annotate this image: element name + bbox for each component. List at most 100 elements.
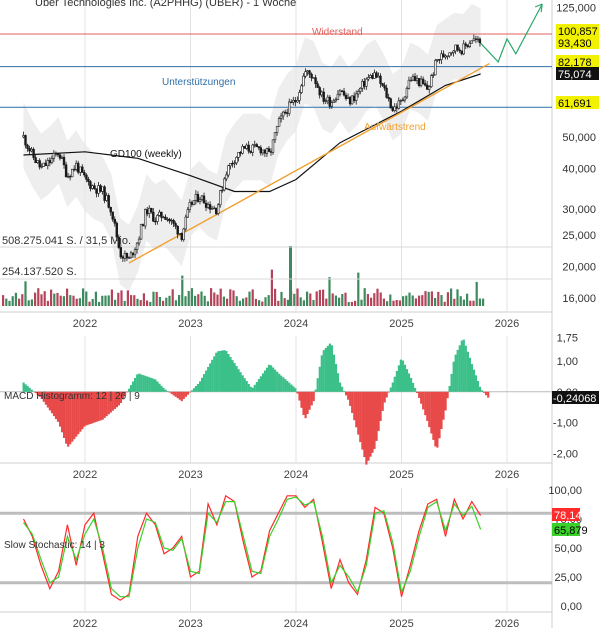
macd-bar: [312, 391, 315, 402]
volume-bar: [69, 295, 72, 306]
macd-bar: [237, 369, 240, 392]
candle-body: [123, 253, 127, 259]
candle-body: [458, 49, 461, 52]
macd-bar: [328, 343, 331, 392]
volume-bar: [334, 295, 337, 306]
volume-bar: [328, 277, 331, 306]
volume-bar: [206, 301, 209, 306]
candle-body: [97, 185, 100, 194]
support-label: Unterstützungen: [162, 77, 235, 88]
macd-bar: [316, 378, 319, 392]
candle-body: [101, 186, 104, 192]
candle-body: [103, 186, 106, 201]
volume-bar: [370, 297, 373, 306]
volume-bar: [280, 291, 283, 306]
volume-bar: [357, 272, 360, 306]
volume-bar: [14, 292, 17, 306]
volume-bar: [245, 297, 248, 306]
macd-bar: [446, 391, 449, 399]
candle-body: [375, 72, 378, 78]
volume-bar: [203, 295, 206, 306]
macd-bar: [428, 391, 431, 428]
macd-bar: [436, 391, 439, 448]
x-tick-label: 2026: [495, 469, 519, 481]
macd-bar: [121, 391, 125, 400]
macd-bar: [44, 391, 47, 405]
candle-body: [379, 75, 382, 84]
macd-bar: [397, 365, 400, 392]
price-y-tick-label: 50,000: [562, 132, 596, 144]
candle-body: [219, 190, 222, 206]
candle-body: [200, 195, 204, 200]
volume-bar: [53, 293, 56, 306]
x-tick-label: 2022: [73, 469, 97, 481]
candle-body: [77, 162, 80, 173]
macd-bar: [150, 377, 153, 392]
macd-bar: [481, 390, 484, 392]
macd-bar: [458, 345, 461, 392]
macd-bar: [272, 367, 275, 392]
macd-bar: [336, 373, 340, 392]
volume-bar: [274, 288, 277, 306]
candle-body: [365, 78, 368, 87]
macd-bar: [77, 391, 80, 435]
volume-bar: [136, 298, 139, 306]
macd-bar: [140, 374, 143, 392]
candle-body: [245, 144, 248, 149]
candle-body: [306, 70, 309, 72]
volume-bar: [430, 291, 433, 306]
macd-bar: [194, 386, 198, 392]
candle-body: [247, 144, 250, 152]
candle-body: [71, 168, 74, 178]
macd-bar: [48, 391, 51, 411]
volume-bar: [315, 291, 318, 306]
macd-bar: [357, 391, 360, 435]
macd-bar: [148, 377, 151, 392]
volume-bar: [72, 295, 75, 306]
macd-bar: [229, 357, 232, 392]
candle-body: [235, 157, 238, 164]
macd-bar: [438, 391, 441, 439]
candle-body: [397, 100, 400, 109]
macd-bar: [71, 391, 74, 442]
candle-body: [326, 96, 329, 102]
candle-body: [413, 76, 417, 81]
volume-bar: [165, 297, 168, 306]
macd-bar: [393, 376, 396, 392]
macd-bar: [377, 391, 380, 431]
candle-body: [113, 219, 117, 224]
volume-bar: [194, 295, 197, 306]
candle-body: [421, 78, 425, 84]
macd-bar: [485, 391, 488, 396]
macd-bar: [474, 375, 478, 392]
candle-body: [436, 59, 439, 61]
volume-bar: [251, 289, 254, 306]
candle-body: [290, 101, 293, 104]
macd-bar: [282, 377, 285, 392]
candle-body: [225, 174, 228, 180]
volume-bar: [114, 299, 117, 306]
volume-bar: [11, 296, 14, 306]
candle-body: [81, 166, 84, 173]
price-tag-box: [556, 24, 599, 37]
candle-body: [267, 148, 271, 152]
macd-bar: [22, 382, 25, 392]
slow-stochastic: [0, 494, 552, 601]
volume-bar: [34, 292, 37, 306]
volume-bar: [235, 296, 238, 306]
volume-bar: [277, 300, 280, 306]
candle-body: [456, 44, 459, 51]
macd-bar: [172, 391, 175, 396]
macd-bar: [454, 354, 457, 392]
volume-bar: [139, 300, 142, 306]
macd-bar: [28, 387, 31, 392]
macd-bar: [426, 391, 429, 421]
volume-bar: [379, 292, 382, 306]
macd-bar: [314, 389, 317, 392]
macd-bar: [178, 391, 181, 400]
macd-bar: [196, 383, 200, 392]
candle-body: [472, 38, 476, 42]
macd-bar: [231, 360, 234, 392]
candle-body: [448, 52, 451, 57]
candle-body: [251, 144, 254, 153]
